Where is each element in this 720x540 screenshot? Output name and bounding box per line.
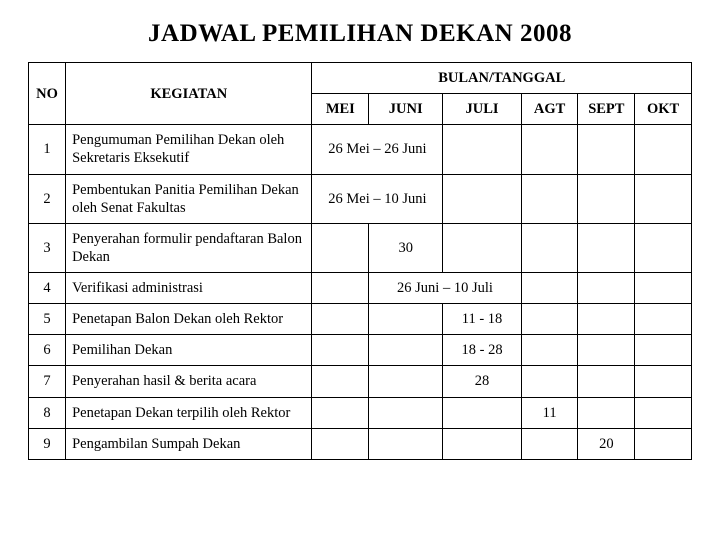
table-row: 1 Pengumuman Pemilihan Dekan oleh Sekret… (29, 125, 692, 174)
cell-mei (312, 428, 369, 459)
cell-sept (578, 273, 635, 304)
cell-juli (443, 223, 522, 272)
cell-kegiatan: Pembentukan Panitia Pemilihan Dekan oleh… (66, 174, 312, 223)
header-sept: SEPT (578, 94, 635, 125)
cell-sept (578, 125, 635, 174)
cell-okt (635, 428, 692, 459)
page: JADWAL PEMILIHAN DEKAN 2008 NO KEGIATAN … (0, 0, 720, 474)
cell-okt (635, 174, 692, 223)
cell-juni (369, 397, 443, 428)
cell-juli: 18 - 28 (443, 335, 522, 366)
header-bulan: BULAN/TANGGAL (312, 63, 692, 94)
table-row: 9 Pengambilan Sumpah Dekan 20 (29, 428, 692, 459)
cell-no: 4 (29, 273, 66, 304)
cell-sept: 20 (578, 428, 635, 459)
cell-sept (578, 397, 635, 428)
cell-okt (635, 304, 692, 335)
table-row: 8 Penetapan Dekan terpilih oleh Rektor 1… (29, 397, 692, 428)
cell-kegiatan: Penetapan Balon Dekan oleh Rektor (66, 304, 312, 335)
cell-juni: 30 (369, 223, 443, 272)
cell-juli (443, 397, 522, 428)
cell-juli: 28 (443, 366, 522, 397)
header-juli: JULI (443, 94, 522, 125)
header-no: NO (29, 63, 66, 125)
cell-no: 8 (29, 397, 66, 428)
cell-mei (312, 223, 369, 272)
header-juni: JUNI (369, 94, 443, 125)
table-row: 2 Pembentukan Panitia Pemilihan Dekan ol… (29, 174, 692, 223)
cell-kegiatan: Verifikasi administrasi (66, 273, 312, 304)
cell-kegiatan: Pengumuman Pemilihan Dekan oleh Sekretar… (66, 125, 312, 174)
table-row: 7 Penyerahan hasil & berita acara 28 (29, 366, 692, 397)
table-row: 6 Pemilihan Dekan 18 - 28 (29, 335, 692, 366)
cell-agt (521, 366, 578, 397)
cell-agt (521, 125, 578, 174)
table-row: 3 Penyerahan formulir pendaftaran Balon … (29, 223, 692, 272)
cell-agt: 11 (521, 397, 578, 428)
cell-juli: 11 - 18 (443, 304, 522, 335)
table-row: 5 Penetapan Balon Dekan oleh Rektor 11 -… (29, 304, 692, 335)
cell-okt (635, 335, 692, 366)
cell-agt (521, 428, 578, 459)
cell-okt (635, 125, 692, 174)
cell-sept (578, 335, 635, 366)
cell-mei (312, 335, 369, 366)
schedule-table: NO KEGIATAN BULAN/TANGGAL MEI JUNI JULI … (28, 62, 692, 460)
header-okt: OKT (635, 94, 692, 125)
cell-mei (312, 273, 369, 304)
cell-no: 5 (29, 304, 66, 335)
cell-okt (635, 397, 692, 428)
table-header: NO KEGIATAN BULAN/TANGGAL MEI JUNI JULI … (29, 63, 692, 125)
cell-no: 3 (29, 223, 66, 272)
cell-mei (312, 366, 369, 397)
cell-kegiatan: Penyerahan formulir pendaftaran Balon De… (66, 223, 312, 272)
cell-juni (369, 428, 443, 459)
cell-no: 2 (29, 174, 66, 223)
cell-juli (443, 428, 522, 459)
cell-okt (635, 273, 692, 304)
cell-sept (578, 223, 635, 272)
header-agt: AGT (521, 94, 578, 125)
cell-agt (521, 304, 578, 335)
cell-mei (312, 304, 369, 335)
cell-sept (578, 366, 635, 397)
cell-mei-juni: 26 Mei – 26 Juni (312, 125, 443, 174)
cell-agt (521, 335, 578, 366)
cell-sept (578, 304, 635, 335)
cell-kegiatan: Pemilihan Dekan (66, 335, 312, 366)
cell-agt (521, 223, 578, 272)
cell-no: 6 (29, 335, 66, 366)
cell-juni (369, 366, 443, 397)
cell-kegiatan: Penetapan Dekan terpilih oleh Rektor (66, 397, 312, 428)
cell-sept (578, 174, 635, 223)
cell-juni (369, 335, 443, 366)
page-title: JADWAL PEMILIHAN DEKAN 2008 (28, 20, 692, 48)
cell-agt (521, 174, 578, 223)
cell-okt (635, 366, 692, 397)
cell-agt (521, 273, 578, 304)
cell-no: 1 (29, 125, 66, 174)
header-mei: MEI (312, 94, 369, 125)
cell-mei (312, 397, 369, 428)
table-row: 4 Verifikasi administrasi 26 Juni – 10 J… (29, 273, 692, 304)
cell-juli (443, 174, 522, 223)
cell-juli (443, 125, 522, 174)
cell-no: 7 (29, 366, 66, 397)
cell-juni-juli: 26 Juni – 10 Juli (369, 273, 522, 304)
cell-okt (635, 223, 692, 272)
cell-mei-juni: 26 Mei – 10 Juni (312, 174, 443, 223)
cell-kegiatan: Penyerahan hasil & berita acara (66, 366, 312, 397)
cell-kegiatan: Pengambilan Sumpah Dekan (66, 428, 312, 459)
cell-no: 9 (29, 428, 66, 459)
header-kegiatan: KEGIATAN (66, 63, 312, 125)
cell-juni (369, 304, 443, 335)
